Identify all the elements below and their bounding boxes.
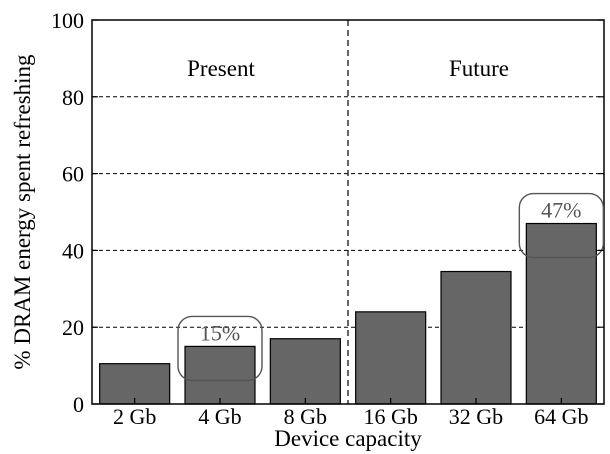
callout-box — [177, 315, 263, 382]
x-tick-label: 16 Gb — [363, 404, 417, 429]
bars — [99, 222, 597, 405]
x-axis-title: Device capacity — [274, 426, 422, 451]
region-label-future: Future — [449, 56, 509, 81]
region-label-present: Present — [187, 56, 255, 81]
callout-label: 15% — [200, 320, 240, 345]
x-tick-label: 32 Gb — [449, 404, 503, 429]
y-tick-label: 20 — [62, 315, 84, 340]
callouts: 15% 47% — [177, 192, 605, 382]
y-tick-label: 100 — [51, 8, 84, 33]
x-tick-label: 8 Gb — [284, 404, 327, 429]
callout-label: 47% — [541, 198, 581, 223]
bar — [525, 222, 597, 405]
y-tick-label: 60 — [62, 162, 84, 187]
x-tick-label: 2 Gb — [113, 404, 156, 429]
bar — [269, 338, 341, 405]
y-axis-title: % DRAM energy spent refreshing — [10, 54, 35, 370]
bar — [440, 270, 512, 405]
y-tick-label: 0 — [73, 392, 84, 417]
bar — [99, 363, 171, 405]
x-tick-label: 4 Gb — [198, 404, 241, 429]
axis-ticks: 0 20 40 60 80 100 2 Gb 4 Gb 8 Gb 16 Gb 32 Gb 64 Gb — [51, 8, 604, 429]
bar — [184, 345, 256, 405]
bar — [355, 311, 427, 405]
y-tick-label: 40 — [62, 238, 84, 263]
y-tick-label: 80 — [62, 85, 84, 110]
callout-box — [518, 192, 605, 259]
x-tick-label: 64 Gb — [534, 404, 588, 429]
